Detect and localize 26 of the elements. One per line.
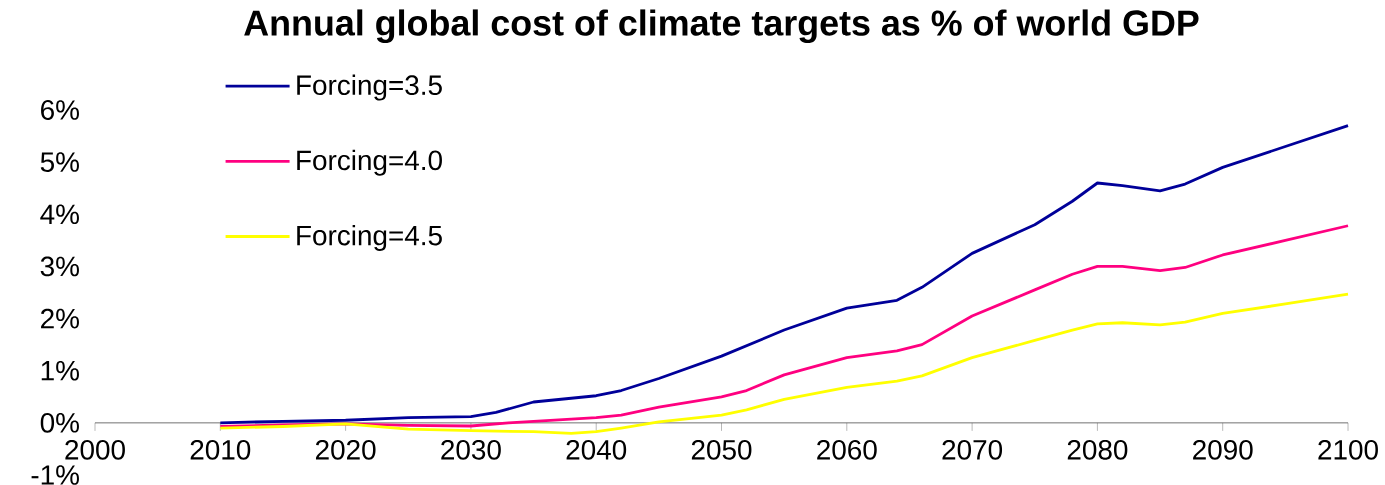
x-tick-label: 2060 <box>817 439 877 460</box>
x-tick-label: 2040 <box>566 439 627 460</box>
x-tick-label: 2070 <box>942 439 1003 460</box>
legend-label: Forcing=4.0 <box>297 149 442 176</box>
x-tick-label: 2000 <box>65 439 125 460</box>
line-series <box>218 292 1350 435</box>
line-series <box>218 124 1350 425</box>
x-tick-label: 2090 <box>1193 439 1253 460</box>
x-tick-label: 2050 <box>691 439 752 460</box>
y-tick-label: 4% <box>40 204 79 225</box>
y-tick-label: 0% <box>40 412 79 433</box>
x-tick-label: 2010 <box>190 439 251 460</box>
x-tick-label: 2100 <box>1318 439 1378 460</box>
y-tick-label: 6% <box>41 100 79 120</box>
y-tick-label: 2% <box>41 308 79 329</box>
y-tick-label: -1% <box>31 465 79 485</box>
legend-label: Forcing=3.5 <box>297 74 442 101</box>
chart-title: Annual global cost of climate targets as % of world GDP <box>244 9 1199 43</box>
legend-label: Forcing=4.5 <box>297 224 442 251</box>
y-tick-label: 3% <box>40 256 79 277</box>
y-tick-label: 1% <box>41 360 79 381</box>
y-tick-label: 5% <box>40 152 79 172</box>
x-tick-label: 2020 <box>315 439 376 460</box>
x-tick-label: 2080 <box>1067 439 1128 460</box>
line-series <box>218 224 1350 428</box>
x-tick-label: 2030 <box>441 439 501 460</box>
